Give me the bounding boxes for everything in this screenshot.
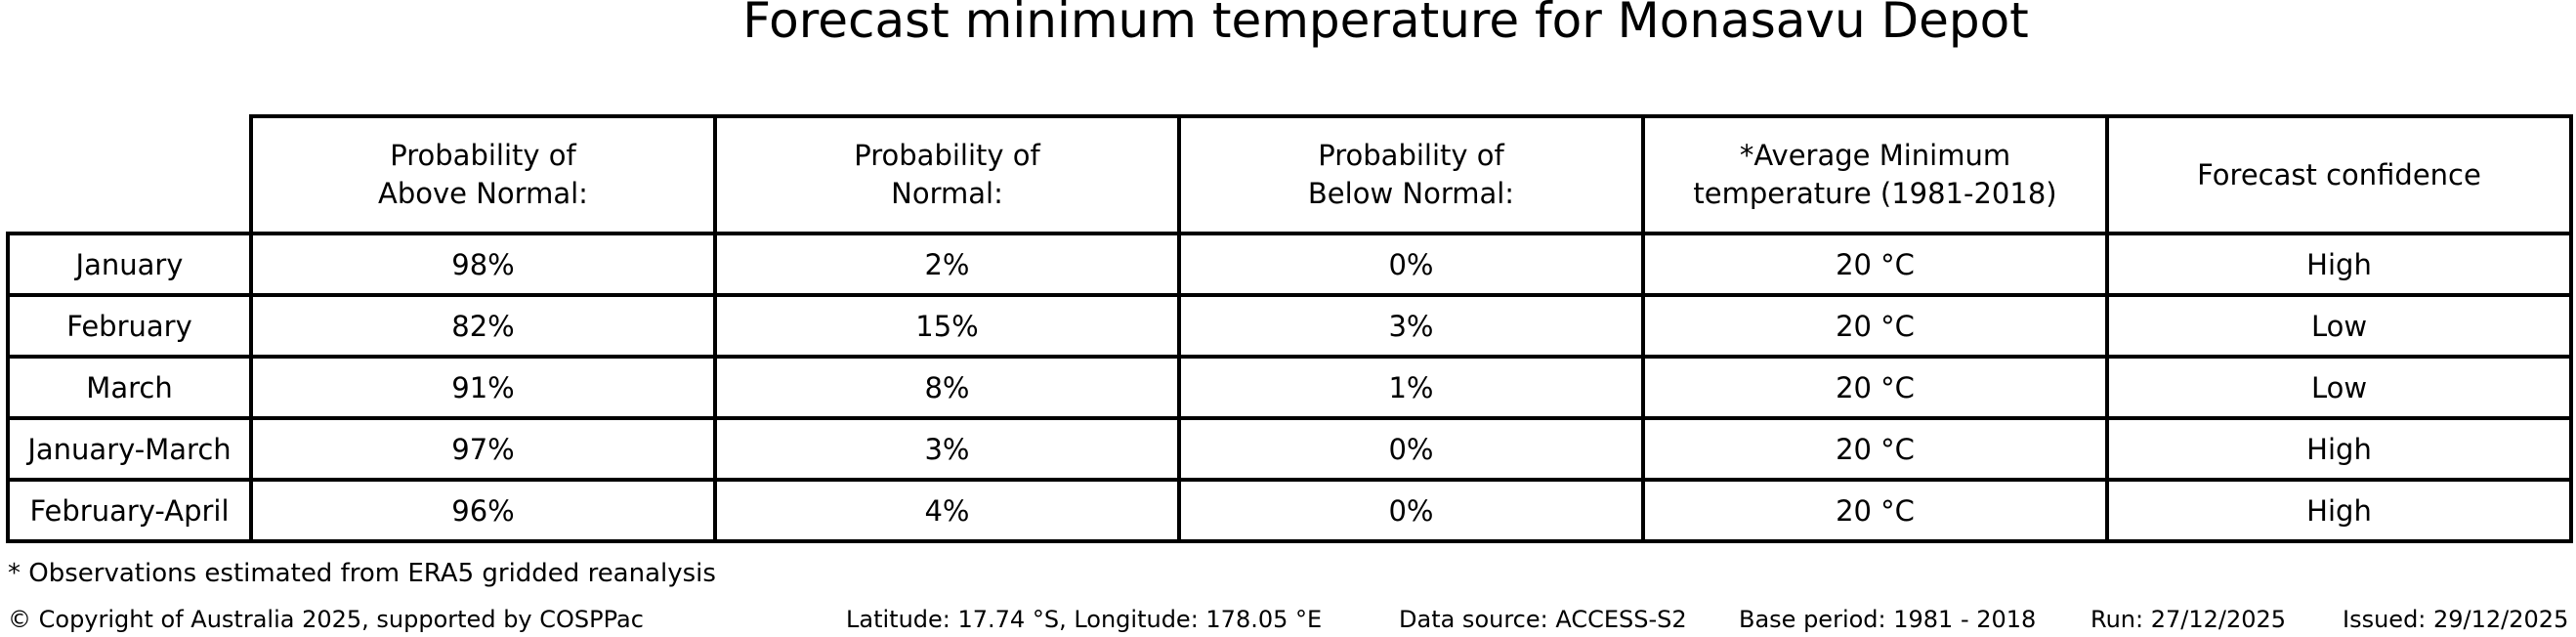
header-row: Probability of Above Normal: Probability…: [8, 114, 2573, 235]
page-title: Forecast minimum temperature for Monasav…: [742, 0, 2029, 49]
base-period-text: Base period: 1981 - 2018: [1739, 606, 2037, 633]
copyright-text: © Copyright of Australia 2025, supported…: [8, 606, 644, 633]
cell-below-normal: 0%: [1177, 232, 1645, 297]
table-row: January 98% 2% 0% 20 °C High: [6, 232, 2573, 297]
cell-average-min-temp: 20 °C: [1641, 232, 2109, 297]
cell-below-normal: 1%: [1177, 355, 1645, 420]
col-header-normal: Probability of Normal:: [713, 114, 1181, 235]
col-header-below-normal: Probability of Below Normal:: [1177, 114, 1645, 235]
cell-above-normal: 91%: [249, 355, 717, 420]
cell-forecast-confidence: Low: [2105, 293, 2573, 359]
cell-above-normal: 97%: [249, 416, 717, 482]
table-row: February-April 96% 4% 0% 20 °C High: [6, 478, 2573, 543]
cell-normal: 3%: [713, 416, 1181, 482]
cell-normal: 15%: [713, 293, 1181, 359]
cell-average-min-temp: 20 °C: [1641, 293, 2109, 359]
observations-footnote: * Observations estimated from ERA5 gridd…: [8, 559, 716, 588]
cell-above-normal: 82%: [249, 293, 717, 359]
cell-normal: 2%: [713, 232, 1181, 297]
cell-forecast-confidence: High: [2105, 232, 2573, 297]
col-header-above-normal: Probability of Above Normal:: [249, 114, 717, 235]
data-source-text: Data source: ACCESS-S2: [1399, 606, 1687, 633]
cell-normal: 4%: [713, 478, 1181, 543]
cell-above-normal: 96%: [249, 478, 717, 543]
cell-below-normal: 0%: [1177, 478, 1645, 543]
row-label: January: [6, 232, 253, 297]
col-header-average-min-temp: *Average Minimum temperature (1981-2018): [1641, 114, 2109, 235]
latitude-longitude-text: Latitude: 17.74 °S, Longitude: 178.05 °E: [846, 606, 1323, 633]
table-row: January-March 97% 3% 0% 20 °C High: [6, 416, 2573, 482]
issued-date-text: Issued: 29/12/2025: [2343, 606, 2569, 633]
corner-cell: [8, 116, 251, 234]
table-row: March 91% 8% 1% 20 °C Low: [6, 355, 2573, 420]
forecast-table: Probability of Above Normal: Probability…: [6, 114, 2573, 543]
cell-normal: 8%: [713, 355, 1181, 420]
cell-average-min-temp: 20 °C: [1641, 478, 2109, 543]
run-date-text: Run: 27/12/2025: [2090, 606, 2287, 633]
cell-average-min-temp: 20 °C: [1641, 416, 2109, 482]
cell-above-normal: 98%: [249, 232, 717, 297]
cell-below-normal: 3%: [1177, 293, 1645, 359]
cell-forecast-confidence: Low: [2105, 355, 2573, 420]
cell-average-min-temp: 20 °C: [1641, 355, 2109, 420]
cell-below-normal: 0%: [1177, 416, 1645, 482]
row-label: February: [6, 293, 253, 359]
cell-forecast-confidence: High: [2105, 416, 2573, 482]
cell-forecast-confidence: High: [2105, 478, 2573, 543]
row-label: January-March: [6, 416, 253, 482]
row-label: February-April: [6, 478, 253, 543]
col-header-forecast-confidence: Forecast confidence: [2105, 114, 2573, 235]
table-row: February 82% 15% 3% 20 °C Low: [6, 293, 2573, 359]
row-label: March: [6, 355, 253, 420]
